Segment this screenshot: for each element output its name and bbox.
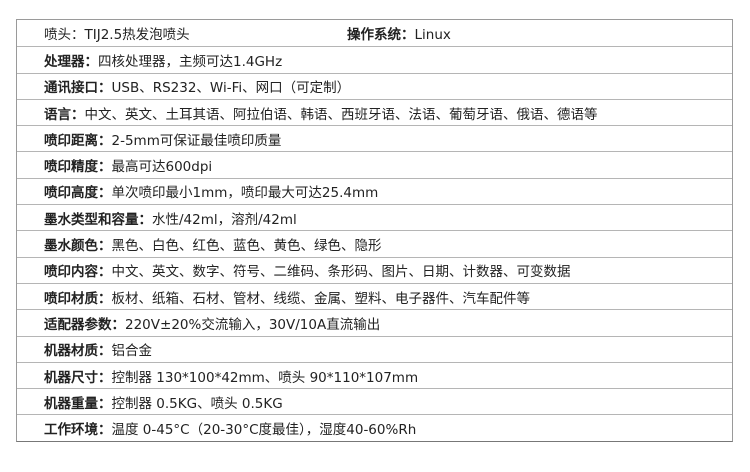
spec-row: 喷印高度： 单次喷印最小1mm，喷印最大可达25.4mm: [17, 177, 732, 204]
spec-value: 中文、英文、数字、符号、二维码、条形码、图片、日期、计数器、可变数据: [111, 264, 571, 281]
spec-value: 板材、纸箱、石材、管材、线缆、金属、塑料、电子器件、汽车配件等: [111, 290, 531, 307]
spec-row: 通讯接口： USB、RS232、Wi-Fi、网口（可定制）: [17, 72, 732, 99]
spec-table: 喷头： TIJ2.5热发泡喷头 操作系统：Linux 处理器： 四核处理器，主频可…: [16, 19, 733, 442]
spec-row: 工作环境： 温度 0-45°C（20-30°C度最佳），湿度40-60%Rh: [17, 414, 732, 440]
spec-value: Linux: [414, 27, 451, 44]
spec-value: 单次喷印最小1mm，喷印最大可达25.4mm: [111, 185, 379, 202]
spec-label: 喷印高度：: [44, 185, 112, 202]
spec-value: 黑色、白色、红色、蓝色、黄色、绿色、隐形: [111, 238, 382, 255]
spec-label: 工作环境：: [44, 422, 112, 439]
spec-value: USB、RS232、Wi-Fi、网口（可定制）: [111, 80, 351, 97]
spec-label: 喷印材质：: [44, 290, 112, 307]
spec-label: 处理器：: [44, 53, 98, 70]
spec-value: 控制器 0.5KG、喷头 0.5KG: [111, 395, 283, 412]
spec-value: 中文、英文、土耳其语、阿拉伯语、韩语、西班牙语、法语、葡萄牙语、俄语、德语等: [84, 106, 598, 123]
spec-value: 温度 0-45°C（20-30°C度最佳），湿度40-60%Rh: [111, 422, 417, 439]
spec-value: 2-5mm可保证最佳喷印质量: [111, 132, 282, 149]
spec-row: 喷印精度： 最高可达600dpi: [17, 151, 732, 177]
spec-cell-os: 操作系统：Linux: [347, 23, 451, 43]
spec-label: 适配器参数：: [44, 316, 125, 333]
spec-label: 通讯接口：: [44, 80, 112, 97]
spec-value: TIJ2.5热发泡喷头: [84, 27, 190, 44]
spec-label: 机器重量：: [44, 395, 112, 412]
spec-label: 喷印距离：: [44, 132, 112, 149]
spec-label: 喷印精度：: [44, 159, 112, 176]
spec-value: 铝合金: [111, 343, 153, 360]
spec-row: 喷印距离： 2-5mm可保证最佳喷印质量: [17, 125, 732, 151]
spec-row: 处理器： 四核处理器，主频可达1.4GHz: [17, 46, 732, 72]
spec-row: 适配器参数： 220V±20%交流输入，30V/10A直流输出: [17, 309, 732, 335]
spec-value: 四核处理器，主频可达1.4GHz: [98, 53, 283, 70]
spec-row: 墨水类型和容量： 水性/42ml，溶剂/42ml: [17, 204, 732, 230]
spec-label: 机器材质：: [44, 343, 112, 360]
spec-row: 墨水颜色： 黑色、白色、红色、蓝色、黄色、绿色、隐形: [17, 230, 732, 256]
spec-row: 机器尺寸： 控制器 130*100*42mm、喷头 90*110*107mm: [17, 361, 732, 388]
spec-label: 语言：: [44, 106, 85, 123]
spec-value: 水性/42ml，溶剂/42ml: [152, 211, 297, 228]
spec-label: 墨水类型和容量：: [44, 211, 152, 228]
spec-value: 控制器 130*100*42mm、喷头 90*110*107mm: [111, 369, 419, 386]
spec-label: 操作系统：: [347, 27, 415, 44]
spec-label: 机器尺寸：: [44, 369, 112, 386]
spec-row: 语言： 中文、英文、土耳其语、阿拉伯语、韩语、西班牙语、法语、葡萄牙语、俄语、德语…: [17, 98, 732, 125]
spec-row: 喷印内容： 中文、英文、数字、符号、二维码、条形码、图片、日期、计数器、可变数据: [17, 256, 732, 283]
spec-row: 机器材质： 铝合金: [17, 335, 732, 362]
spec-label: 喷印内容：: [44, 264, 112, 281]
spec-row-nozzle-os: 喷头： TIJ2.5热发泡喷头 操作系统：Linux: [17, 20, 732, 46]
spec-row: 喷印材质： 板材、纸箱、石材、管材、线缆、金属、塑料、电子器件、汽车配件等: [17, 282, 732, 309]
spec-row: 机器重量： 控制器 0.5KG、喷头 0.5KG: [17, 388, 732, 414]
spec-label: 墨水颜色：: [44, 238, 112, 255]
spec-value: 最高可达600dpi: [111, 159, 213, 176]
spec-label: 喷头：: [44, 27, 85, 44]
spec-value: 220V±20%交流输入，30V/10A直流输出: [125, 316, 381, 333]
